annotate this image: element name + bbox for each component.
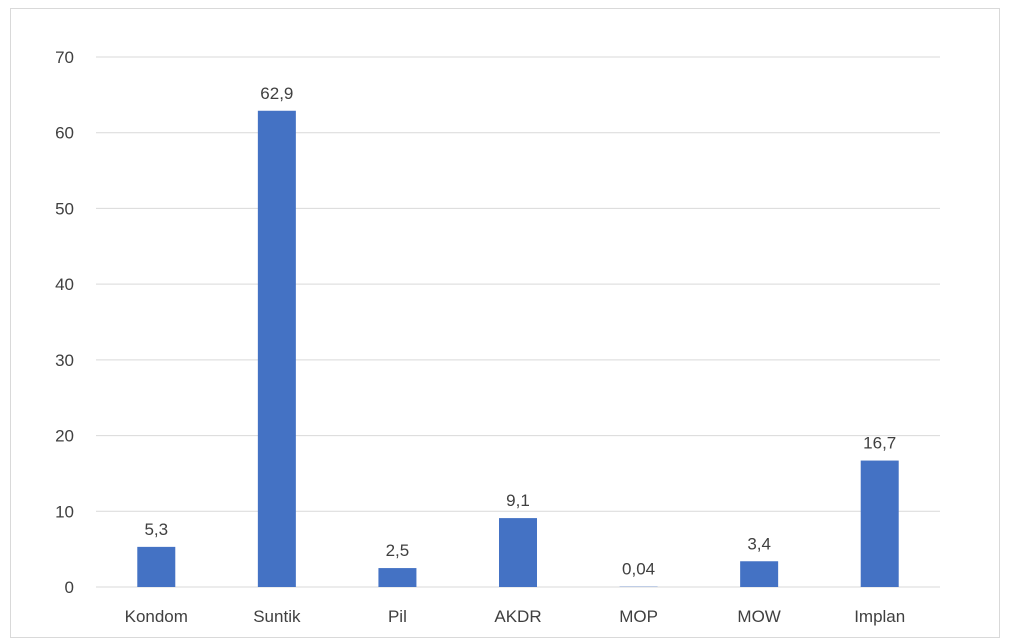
y-tick-label: 70 (55, 48, 74, 67)
x-tick-label: Implan (854, 607, 905, 626)
y-tick-label: 30 (55, 351, 74, 370)
data-label: 0,04 (622, 560, 655, 579)
data-label: 5,3 (144, 520, 168, 539)
bars (137, 110, 899, 587)
x-tick-label: MOW (737, 607, 780, 626)
x-tick-label: Suntik (253, 607, 301, 626)
data-label: 62,9 (260, 84, 293, 103)
bar-implan (860, 460, 899, 587)
bar-kondom (137, 546, 176, 587)
y-tick-label: 40 (55, 275, 74, 294)
bar-pil (378, 568, 417, 587)
x-axis-ticks: Kondom Suntik Pil AKDR MOP MOW Implan (125, 607, 906, 626)
y-tick-label: 0 (65, 578, 74, 597)
x-tick-label: Pil (388, 607, 407, 626)
x-tick-label: Kondom (125, 607, 188, 626)
bar-akdr (499, 518, 537, 587)
y-tick-label: 20 (55, 427, 74, 446)
data-labels: 5,3 62,9 2,5 9,1 0,04 3,4 16,7 (144, 84, 896, 579)
y-tick-label: 50 (55, 199, 74, 218)
gridlines (96, 56, 940, 588)
x-tick-label: MOP (619, 607, 658, 626)
data-label: 16,7 (863, 434, 896, 453)
y-tick-label: 10 (55, 502, 74, 521)
x-tick-label: AKDR (494, 607, 541, 626)
bar-mow (740, 561, 779, 587)
data-label: 3,4 (747, 534, 771, 553)
data-label: 9,1 (506, 491, 530, 510)
y-axis-ticks: 0 10 20 30 40 50 60 70 (55, 48, 74, 597)
y-tick-label: 60 (55, 124, 74, 143)
data-label: 2,5 (386, 541, 410, 560)
bar-suntik (257, 110, 296, 587)
